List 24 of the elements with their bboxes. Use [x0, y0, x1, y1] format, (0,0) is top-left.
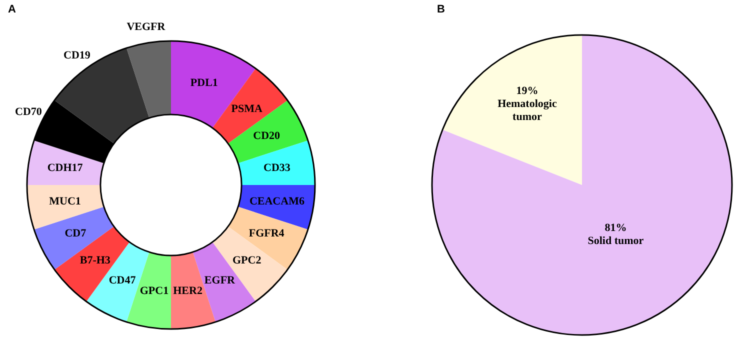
- slice-label: FGFR4: [248, 228, 285, 240]
- slice-label: VEGFR: [126, 20, 166, 33]
- slice-label: CD33: [264, 162, 291, 174]
- slice-label: CEACAM6: [249, 196, 305, 208]
- slice-label: EGFR: [204, 274, 236, 286]
- slice-label: HER2: [173, 284, 203, 297]
- data-label: 81%: [604, 222, 627, 234]
- slice-label: MUC1: [49, 196, 81, 208]
- slice-label: CD19: [64, 49, 91, 62]
- slice-label: CD7: [64, 228, 87, 240]
- chart-title: A: [8, 4, 16, 16]
- slice-label: PSMA: [231, 102, 262, 115]
- chart-title: B: [437, 4, 445, 16]
- slice-label: PDL1: [190, 76, 218, 89]
- slice-label: Solid tumor: [588, 234, 644, 247]
- slice-label: GPC1: [140, 284, 169, 297]
- slice-label: CD47: [108, 274, 136, 286]
- slice-label: B7-H3: [80, 254, 111, 267]
- slice-label: CD70: [14, 106, 42, 118]
- slice-label: Hematologic tumor: [498, 98, 557, 124]
- data-label: 19%: [516, 85, 538, 98]
- slice-label: GPC2: [232, 254, 262, 267]
- slice-label: CDH17: [47, 162, 84, 174]
- slice-label: CD20: [253, 130, 281, 142]
